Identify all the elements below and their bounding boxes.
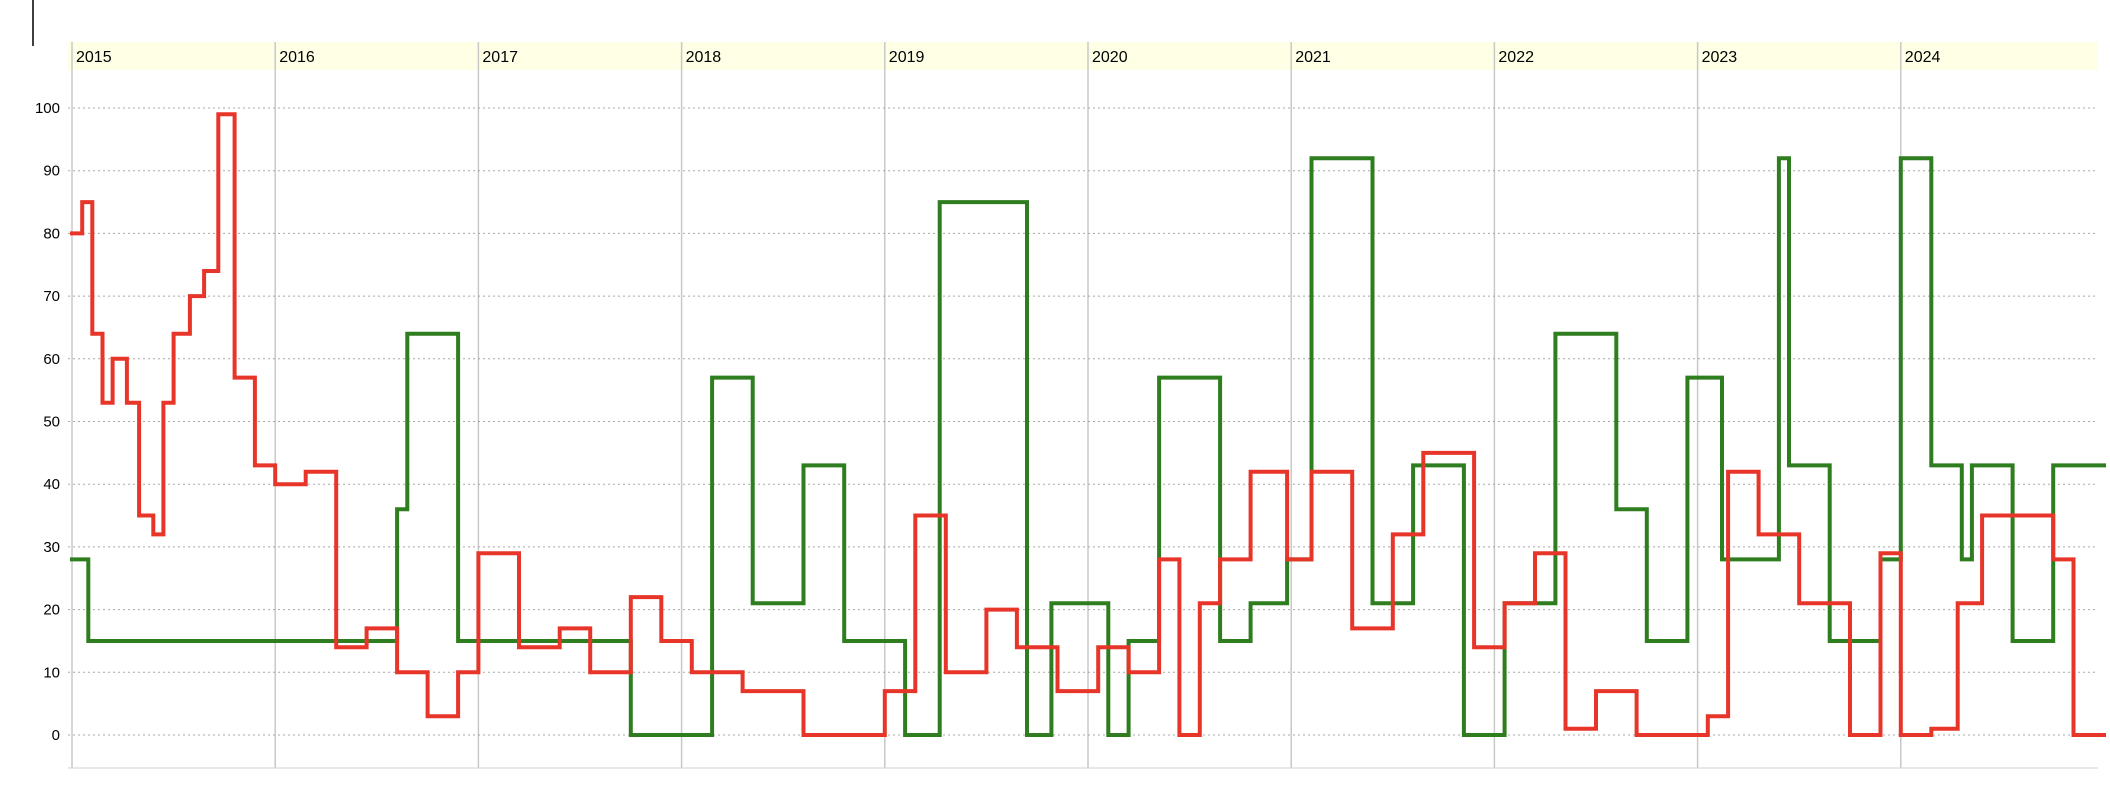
horizontal-grid (68, 107, 2098, 736)
y-tick-label: 20 (43, 602, 60, 619)
year-label: 2021 (1295, 49, 1331, 66)
y-tick-label: 0 (52, 727, 60, 744)
y-tick-label: 10 (43, 664, 60, 681)
y-tick-label: 90 (43, 163, 60, 180)
year-header-band (68, 42, 2098, 70)
y-tick-label: 80 (43, 225, 60, 242)
y-tick-label: 60 (43, 351, 60, 368)
y-tick-label: 30 (43, 539, 60, 556)
year-labels: 2015 2016 2017 2018 2019 2020 2021 2022 2023 2024 (76, 49, 1940, 66)
year-label: 2017 (482, 49, 518, 66)
series-lines (70, 112, 2106, 737)
year-label: 2019 (889, 49, 925, 66)
y-tick-label: 70 (43, 288, 60, 305)
year-label: 2024 (1905, 49, 1941, 66)
year-label: 2022 (1498, 49, 1534, 66)
year-label: 2015 (76, 49, 112, 66)
y-tick-label: 50 (43, 414, 60, 431)
series-line-2 (70, 112, 2106, 737)
y-tick-label: 100 (35, 100, 60, 117)
y-tick-labels: 0 10 20 30 40 50 60 70 80 90 100 (35, 100, 60, 744)
y-tick-label: 40 (43, 476, 60, 493)
year-label: 2020 (1092, 49, 1128, 66)
year-label: 2016 (279, 49, 315, 66)
year-label: 2023 (1702, 49, 1738, 66)
year-label: 2018 (686, 49, 722, 66)
